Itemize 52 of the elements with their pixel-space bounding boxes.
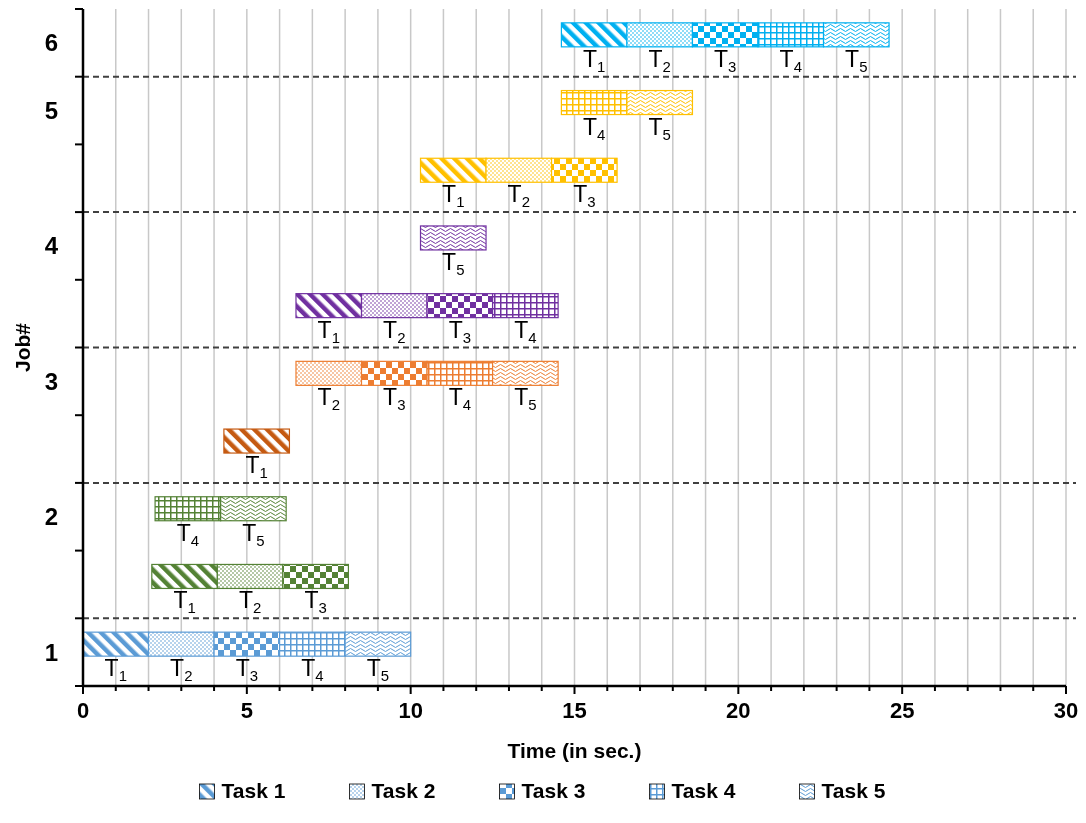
annotation: T$_{2}$ bbox=[317, 384, 340, 414]
annotation: T$_{2}$ bbox=[383, 316, 406, 346]
y-tick-label: 4 bbox=[44, 232, 59, 260]
annotation: T$_{5}$ bbox=[514, 384, 537, 414]
annotation: T$_{1}$ bbox=[104, 655, 127, 685]
annotation: T$_{5}$ bbox=[648, 113, 671, 143]
y-axis-title: Job# bbox=[11, 322, 34, 373]
annotation: T$_{1}$ bbox=[317, 316, 340, 346]
annotation: T$_{1}$ bbox=[442, 181, 465, 211]
x-tick-label: 25 bbox=[889, 698, 915, 723]
bar bbox=[419, 225, 487, 251]
annotation: T$_{5}$ bbox=[242, 519, 265, 549]
annotation: T$_{5}$ bbox=[366, 655, 390, 685]
x-tick-label: 5 bbox=[240, 698, 253, 723]
annotation: T$_{4}$ bbox=[514, 316, 537, 346]
x-axis-title: Time (in sec.) bbox=[507, 739, 642, 762]
legend-label: Task 3 bbox=[521, 779, 586, 802]
x-tick-label: 20 bbox=[726, 698, 751, 723]
annotation: T$_{5}$ bbox=[442, 248, 465, 279]
legend-label: Task 5 bbox=[821, 779, 886, 802]
annotation: T$_{5}$ bbox=[845, 45, 868, 76]
annotation: T$_{2}$ bbox=[170, 655, 193, 685]
legend-label: Task 1 bbox=[221, 779, 286, 802]
y-tick-label: 6 bbox=[44, 29, 58, 57]
annotation: T$_{3}$ bbox=[714, 45, 737, 76]
x-tick-label: 10 bbox=[398, 698, 423, 723]
annotation: T$_{1}$ bbox=[582, 45, 606, 76]
annotation: T$_{4}$ bbox=[779, 45, 802, 76]
annotation: T$_{1}$ bbox=[173, 587, 196, 617]
y-tick-label: 1 bbox=[44, 638, 58, 666]
x-tick-label: 0 bbox=[76, 698, 90, 723]
annotation: T$_{4}$ bbox=[301, 655, 324, 685]
annotation: T$_{3}$ bbox=[235, 655, 259, 685]
legend-label: Task 2 bbox=[371, 779, 436, 802]
y-tick-label: 2 bbox=[44, 503, 58, 531]
annotation: T$_{3}$ bbox=[573, 181, 596, 211]
annotation: T$_{2}$ bbox=[238, 587, 262, 617]
annotation: T$_{1}$ bbox=[245, 452, 268, 482]
y-tick-label: 3 bbox=[44, 367, 58, 395]
bar bbox=[223, 428, 291, 454]
annotation: T$_{3}$ bbox=[304, 587, 327, 617]
annotation: T$_{3}$ bbox=[448, 316, 471, 346]
legend-label: Task 4 bbox=[671, 779, 736, 802]
x-tick-label: 30 bbox=[1053, 698, 1079, 723]
annotation: T$_{4}$ bbox=[176, 519, 200, 549]
annotation: T$_{4}$ bbox=[582, 113, 606, 143]
x-tick-label: 15 bbox=[562, 698, 587, 723]
annotation: T$_{3}$ bbox=[383, 384, 406, 414]
annotation: T$_{2}$ bbox=[507, 181, 530, 211]
y-tick-label: 5 bbox=[44, 96, 58, 124]
annotation: T$_{2}$ bbox=[648, 45, 671, 76]
annotation: T$_{4}$ bbox=[448, 384, 471, 414]
